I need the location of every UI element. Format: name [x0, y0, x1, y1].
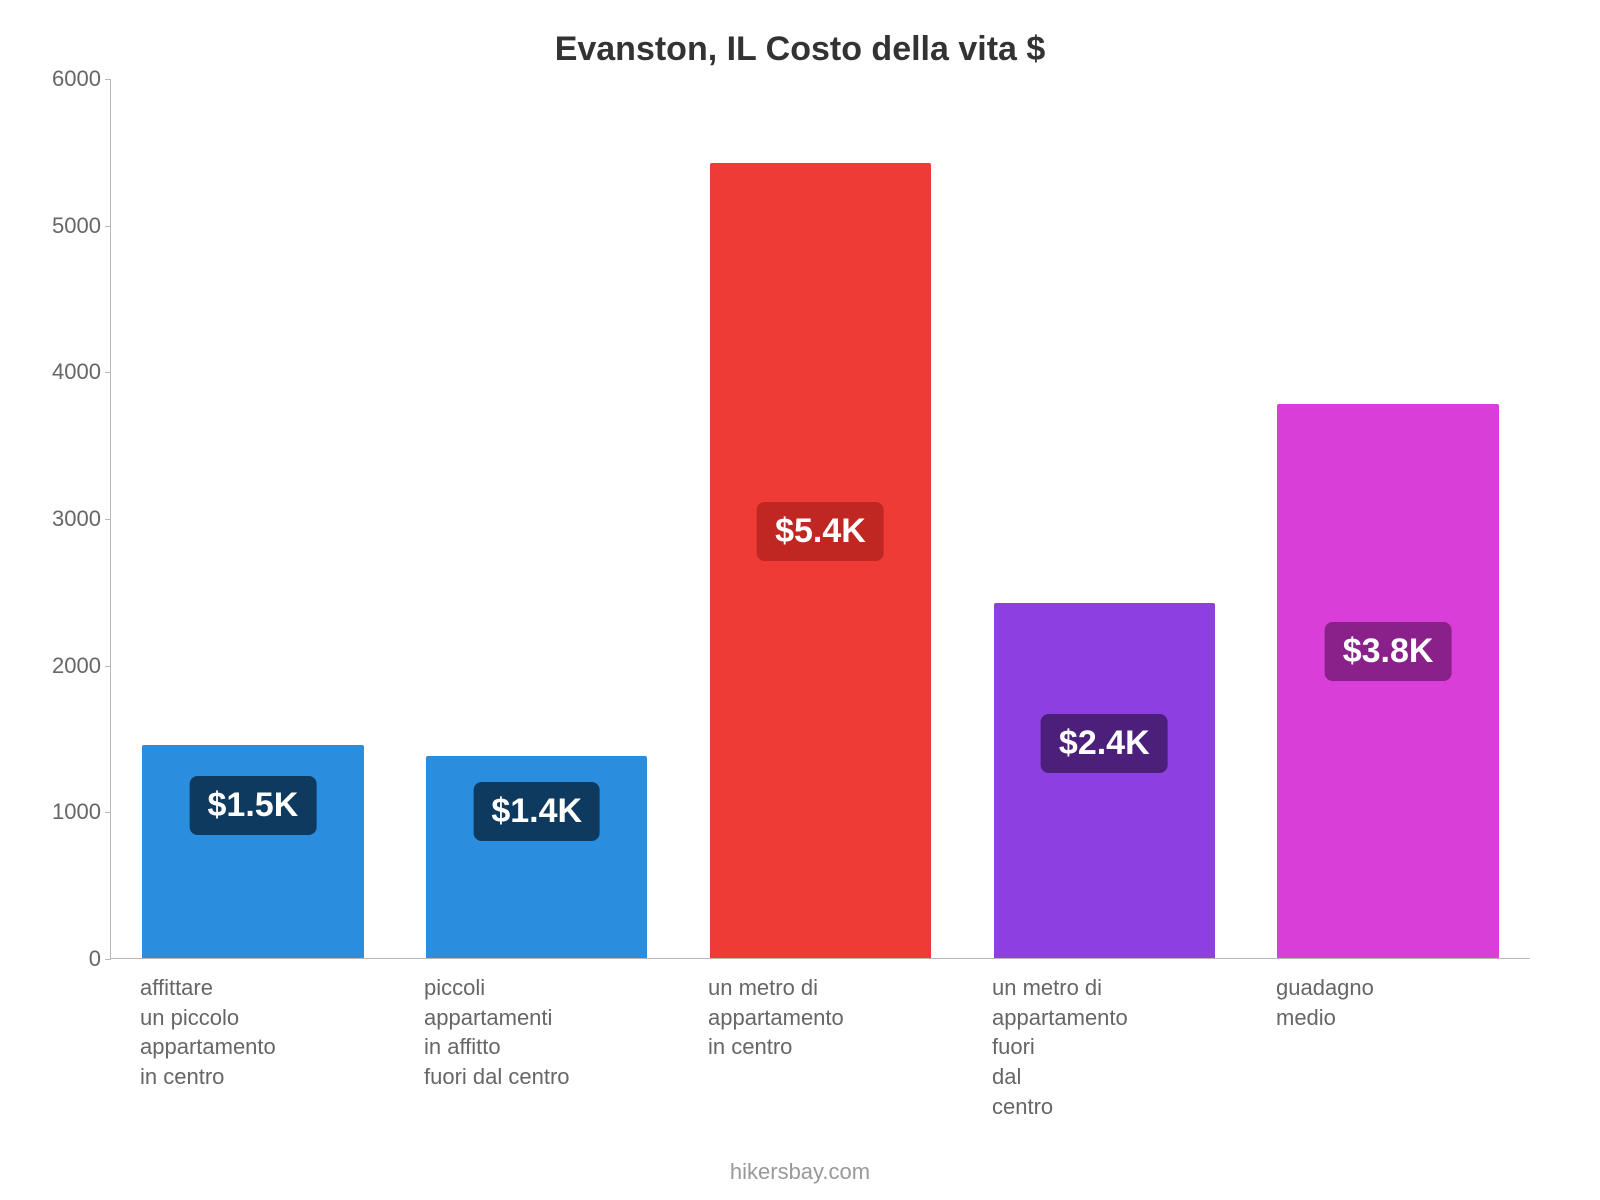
- x-label: piccoli appartamenti in affitto fuori da…: [424, 973, 668, 1092]
- x-label: affittare un piccolo appartamento in cen…: [140, 973, 384, 1092]
- y-tick-mark: [105, 519, 111, 520]
- y-tick-label: 0: [41, 946, 101, 972]
- y-tick-label: 1000: [41, 799, 101, 825]
- y-tick-label: 2000: [41, 653, 101, 679]
- bars-container: $1.5K $1.4K $5.4K $2.4K $3.8K: [111, 79, 1530, 958]
- plot-area: $1.5K$1.4K$5.4K$2.4K$3.8K 01000200030004…: [110, 79, 1530, 959]
- x-label-slot: affittare un piccolo appartamento in cen…: [110, 973, 394, 1121]
- y-tick-label: 5000: [41, 213, 101, 239]
- value-badge: $2.4K: [1041, 714, 1168, 773]
- x-label: un metro di appartamento in centro: [708, 973, 952, 1062]
- bar: $5.4K: [710, 163, 931, 958]
- y-tick-mark: [105, 666, 111, 667]
- value-badge: $1.5K: [190, 776, 317, 835]
- chart-title: Evanston, IL Costo della vita $: [40, 30, 1560, 69]
- y-tick-label: 6000: [41, 66, 101, 92]
- y-tick-mark: [105, 959, 111, 960]
- bar-slot: $1.4K: [395, 79, 679, 958]
- y-tick-label: 3000: [41, 506, 101, 532]
- bar-slot: $5.4K: [679, 79, 963, 958]
- y-tick-mark: [105, 812, 111, 813]
- value-badge: $5.4K: [757, 502, 884, 561]
- y-tick-mark: [105, 372, 111, 373]
- x-label-slot: un metro di appartamento fuori dal centr…: [962, 973, 1246, 1121]
- value-badge: $3.8K: [1325, 622, 1452, 681]
- x-axis-labels: affittare un piccolo appartamento in cen…: [110, 973, 1530, 1121]
- x-label-slot: guadagno medio: [1246, 973, 1530, 1121]
- bar: $1.4K: [426, 756, 647, 958]
- x-label-slot: un metro di appartamento in centro: [678, 973, 962, 1121]
- x-label-slot: piccoli appartamenti in affitto fuori da…: [394, 973, 678, 1121]
- y-tick-mark: [105, 79, 111, 80]
- x-label: un metro di appartamento fuori dal centr…: [992, 973, 1236, 1121]
- y-tick-label: 4000: [41, 359, 101, 385]
- bar: $2.4K: [994, 603, 1215, 958]
- bar: $1.5K: [142, 745, 363, 958]
- bar: $3.8K: [1277, 404, 1498, 958]
- value-badge: $1.4K: [473, 782, 600, 841]
- y-tick-mark: [105, 226, 111, 227]
- bar-slot: $3.8K: [1246, 79, 1530, 958]
- chart-footer: hikersbay.com: [40, 1159, 1560, 1185]
- x-label: guadagno medio: [1276, 973, 1520, 1032]
- bar-slot: $1.5K: [111, 79, 395, 958]
- bar-slot: $2.4K: [962, 79, 1246, 958]
- cost-of-living-chart: Evanston, IL Costo della vita $ $1.5K$1.…: [0, 0, 1600, 1200]
